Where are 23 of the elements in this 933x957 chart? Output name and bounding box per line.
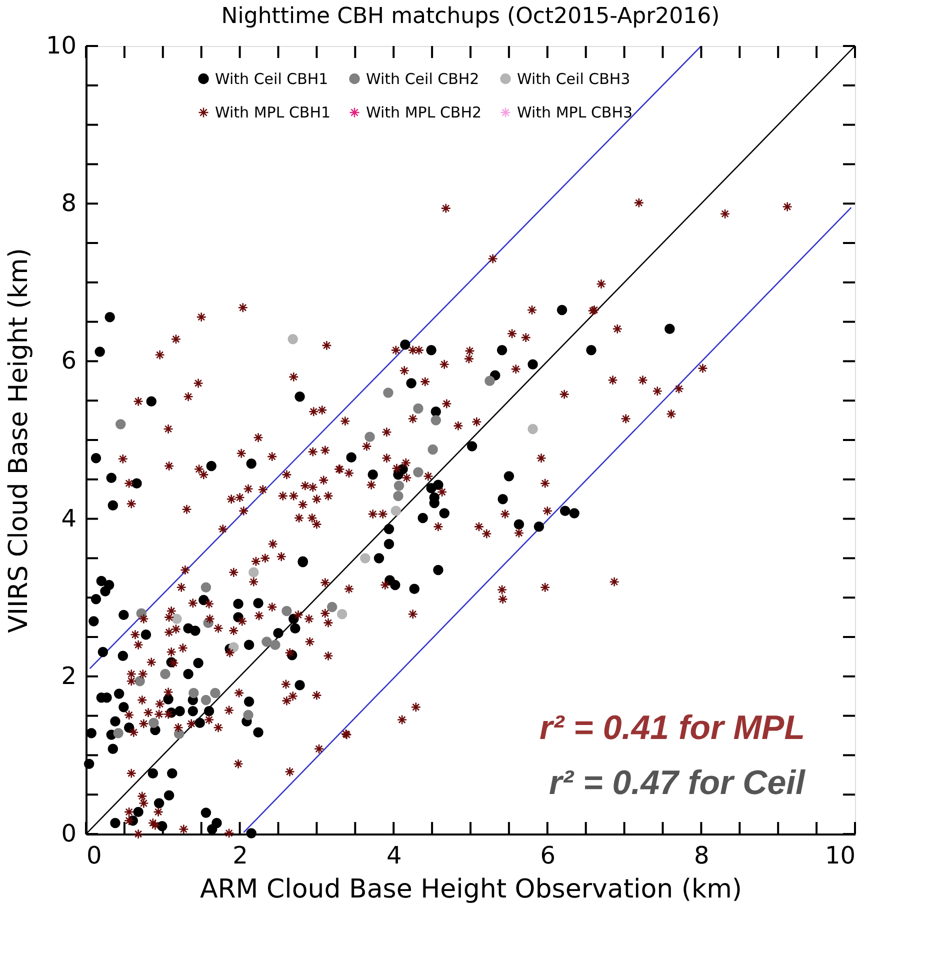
chart-title: Nighttime CBH matchups (Oct2015-Apr2016)	[221, 4, 720, 29]
y-tick-label: 10	[46, 32, 76, 60]
annotation: r² = 0.47 for Ceil	[548, 764, 807, 802]
annotation: r² = 0.41 for MPL	[540, 709, 805, 747]
y-tick-label: 2	[61, 662, 76, 690]
x-tick-label: 4	[386, 842, 402, 870]
legend-label: With Ceil CBH1	[215, 70, 328, 88]
legend-label: With MPL CBH1	[215, 104, 331, 122]
y-axis-title: VIIRS Cloud Base Height (km)	[4, 248, 34, 633]
x-tick-label: 0	[86, 842, 102, 870]
legend-label: With MPL CBH2	[366, 104, 482, 122]
x-tick-label: 8	[694, 842, 710, 870]
y-tick-label: 8	[61, 189, 76, 218]
y-tick-label: 0	[61, 820, 76, 848]
legend-label: With Ceil CBH2	[366, 70, 480, 88]
y-tick-label: 6	[61, 346, 76, 375]
x-tick-label: 10	[824, 842, 856, 870]
x-tick-label: 2	[232, 842, 248, 870]
legend-label: With Ceil CBH3	[517, 70, 630, 88]
x-tick-label: 6	[540, 842, 556, 870]
legend-label: With MPL CBH3	[517, 104, 633, 122]
y-tick-label: 4	[61, 504, 76, 532]
x-axis-title: ARM Cloud Base Height Observation (km)	[200, 874, 742, 904]
